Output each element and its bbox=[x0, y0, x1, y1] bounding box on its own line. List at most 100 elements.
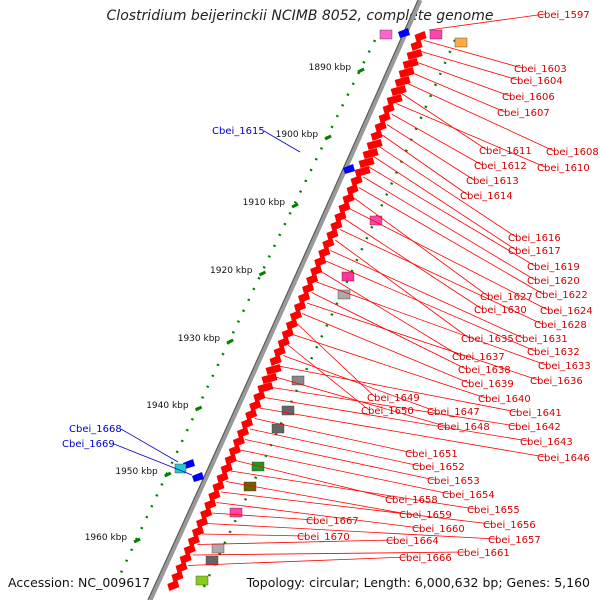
map-title: Clostridium beijerinckii NCIMB 8052, com… bbox=[106, 8, 494, 24]
colored-gene-feature bbox=[211, 543, 225, 554]
gene-leader-line bbox=[396, 103, 546, 168]
scale-tick bbox=[324, 134, 332, 141]
forward-gene-feature bbox=[204, 499, 217, 510]
scale-tick bbox=[226, 338, 234, 345]
gene-label-cbei_1641: Cbei_1641 bbox=[509, 408, 562, 419]
forward-gene-feature bbox=[216, 472, 229, 483]
gene-leader-line bbox=[372, 155, 517, 251]
gene-leader-line bbox=[367, 166, 536, 267]
gene-label-cbei_1635: Cbei_1635 bbox=[461, 334, 514, 345]
forward-gene-feature bbox=[390, 85, 407, 96]
scale-label: 1930 kbp bbox=[178, 334, 221, 344]
forward-gene-feature bbox=[326, 229, 339, 240]
forward-gene-feature bbox=[322, 238, 335, 249]
gene-label-cbei_1654: Cbei_1654 bbox=[442, 490, 495, 501]
gene-label-cbei_1668: Cbei_1668 bbox=[69, 424, 122, 435]
forward-gene-feature bbox=[314, 256, 327, 267]
scale-tick bbox=[291, 202, 299, 209]
gene-leader-line bbox=[410, 71, 506, 113]
forward-gene-feature bbox=[167, 580, 180, 591]
gene-leader-line bbox=[339, 229, 543, 325]
gene-label-cbei_1615: Cbei_1615 bbox=[212, 126, 265, 137]
gene-leader-line bbox=[206, 523, 497, 540]
gene-leader-line bbox=[197, 539, 395, 545]
forward-gene-feature bbox=[179, 553, 192, 564]
forward-gene-feature bbox=[358, 157, 375, 168]
gene-label-cbei_1610: Cbei_1610 bbox=[537, 163, 590, 174]
gene-leader-line bbox=[230, 470, 476, 510]
forward-gene-feature bbox=[306, 274, 319, 285]
forward-gene-feature bbox=[253, 391, 266, 402]
reverse-gene-feature bbox=[343, 164, 355, 174]
forward-gene-feature bbox=[386, 94, 403, 105]
forward-gene-feature bbox=[289, 310, 302, 321]
gene-label-cbei_1614: Cbei_1614 bbox=[460, 191, 513, 202]
colored-gene-feature bbox=[281, 405, 295, 416]
forward-gene-feature bbox=[196, 517, 209, 528]
forward-gene-feature bbox=[330, 220, 343, 231]
forward-gene-feature bbox=[187, 535, 200, 546]
forward-gene-feature bbox=[362, 148, 379, 159]
colored-gene-feature bbox=[454, 37, 468, 48]
gene-leader-line bbox=[259, 407, 546, 458]
forward-gene-feature bbox=[293, 301, 306, 312]
gene-leader-line bbox=[419, 50, 519, 81]
forward-gene-feature bbox=[410, 40, 423, 51]
reverse-gene-feature bbox=[398, 28, 410, 38]
forward-gene-feature bbox=[220, 463, 233, 474]
forward-gene-feature bbox=[232, 436, 245, 447]
scale-tick bbox=[258, 270, 267, 277]
forward-gene-feature bbox=[370, 130, 383, 141]
gene-label-cbei_1639: Cbei_1639 bbox=[461, 379, 514, 390]
gene-label-cbei_1608: Cbei_1608 bbox=[546, 147, 599, 158]
gene-label-cbei_1633: Cbei_1633 bbox=[538, 361, 591, 372]
gene-label-cbei_1631: Cbei_1631 bbox=[515, 334, 568, 345]
forward-gene-feature bbox=[273, 346, 286, 357]
scale-tick bbox=[357, 67, 365, 74]
gene-label-cbei_1604: Cbei_1604 bbox=[510, 76, 563, 87]
gene-leader-line bbox=[113, 443, 193, 476]
gene-leader-line bbox=[424, 40, 523, 69]
forward-gene-feature bbox=[394, 76, 411, 87]
forward-gene-feature bbox=[228, 445, 241, 456]
topology-text: Topology: circular; Length: 6,000,632 bp… bbox=[246, 575, 590, 590]
gene-leader-line bbox=[386, 124, 475, 181]
gene-leader-line bbox=[287, 344, 370, 411]
gene-label-cbei_1669: Cbei_1669 bbox=[62, 439, 115, 450]
forward-gene-feature bbox=[171, 571, 184, 582]
reverse-gene-feature bbox=[192, 472, 204, 482]
forward-gene-feature bbox=[382, 103, 395, 114]
gene-label-cbei_1607: Cbei_1607 bbox=[497, 108, 550, 119]
forward-gene-feature bbox=[265, 364, 282, 375]
forward-gene-feature bbox=[200, 508, 213, 519]
gene-label-cbei_1650: Cbei_1650 bbox=[361, 406, 414, 417]
scale-tick bbox=[133, 537, 141, 544]
genome-backbone bbox=[147, 0, 423, 600]
colored-gene-feature bbox=[291, 375, 305, 386]
gene-leader-line bbox=[120, 428, 179, 463]
gene-label-cbei_1643: Cbei_1643 bbox=[520, 437, 573, 448]
gene-label-cbei_1666: Cbei_1666 bbox=[399, 553, 452, 564]
gene-label-cbei_1632: Cbei_1632 bbox=[527, 347, 580, 358]
gene-leader-line bbox=[428, 13, 546, 31]
scale-tick bbox=[164, 471, 172, 478]
gene-leader-line bbox=[349, 208, 549, 311]
gene-label-cbei_1670: Cbei_1670 bbox=[297, 532, 350, 543]
gene-leader-line bbox=[202, 533, 306, 537]
forward-gene-feature bbox=[346, 184, 359, 195]
colored-gene-feature bbox=[379, 29, 393, 40]
gene-label-cbei_1649: Cbei_1649 bbox=[367, 393, 420, 404]
gene-leader-line bbox=[334, 239, 470, 339]
gene-label-cbei_1611: Cbei_1611 bbox=[479, 146, 532, 157]
gene-label-cbei_1652: Cbei_1652 bbox=[412, 462, 465, 473]
gene-leader-line bbox=[216, 502, 421, 529]
colored-gene-feature bbox=[429, 29, 443, 40]
forward-gene-feature bbox=[406, 49, 423, 60]
gene-leader-line bbox=[278, 365, 518, 413]
forward-gene-feature bbox=[374, 121, 387, 132]
gene-leader-line bbox=[254, 418, 414, 454]
gene-leader-line bbox=[325, 260, 536, 352]
gene-label-cbei_1664: Cbei_1664 bbox=[386, 536, 439, 547]
gene-label-cbei_1659: Cbei_1659 bbox=[399, 510, 452, 521]
